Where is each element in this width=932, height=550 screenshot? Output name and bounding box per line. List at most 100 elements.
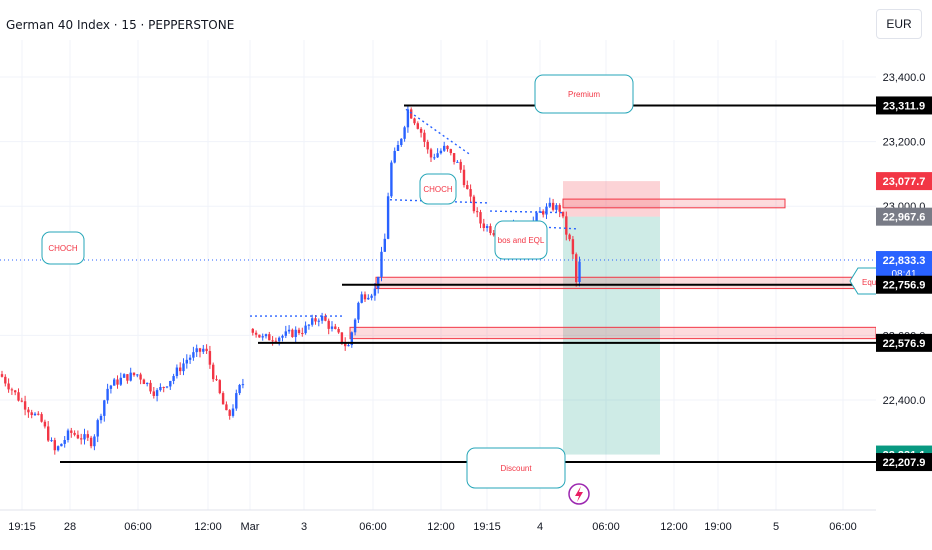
candle-body	[268, 334, 271, 341]
candle-body	[334, 326, 337, 329]
candle-body	[390, 162, 393, 197]
candle-body	[317, 320, 320, 322]
candle-body	[287, 329, 291, 332]
choch-mid-callout-group: CHOCH	[419, 173, 457, 205]
structure-line	[489, 210, 564, 214]
candle-body	[466, 185, 469, 190]
candle-body	[162, 386, 165, 388]
candle-body	[235, 393, 238, 409]
choch-mid-callout-text: CHOCH	[423, 185, 453, 194]
x-tick-label: 06:00	[592, 521, 620, 533]
candle-body	[146, 382, 149, 385]
candle-body	[225, 404, 228, 411]
candle-body	[380, 251, 383, 277]
candle-body	[314, 318, 317, 322]
candle-body	[169, 381, 172, 387]
discount-callout-text: Discount	[500, 464, 532, 473]
candle-body	[40, 414, 43, 422]
candle-body	[109, 385, 113, 389]
candle-body	[258, 334, 261, 338]
candle-body	[53, 440, 56, 451]
candle-body	[47, 426, 50, 441]
candle-body	[538, 211, 542, 213]
candle-body	[185, 359, 188, 364]
choch-left-callout-box	[41, 231, 85, 265]
candle-body	[212, 364, 215, 380]
price-tag-label: 22,207.9	[883, 457, 926, 469]
candle-body	[423, 132, 426, 142]
candle-body	[307, 324, 311, 326]
candle-body	[469, 189, 472, 197]
candle-body	[472, 196, 476, 212]
zone-top	[562, 198, 786, 209]
candle-body	[218, 380, 221, 394]
axes: 23,400.023,200.023,000.022,600.022,400.0…	[0, 40, 932, 533]
candle-body	[568, 234, 571, 240]
price-tag	[876, 453, 932, 472]
candle-body	[565, 216, 568, 235]
candle-body	[320, 315, 324, 321]
price-tag	[876, 207, 932, 226]
price-tag	[876, 333, 932, 352]
candle-body	[192, 352, 195, 358]
candle-body	[76, 434, 80, 439]
candle-body	[383, 238, 386, 252]
candle-body	[66, 430, 70, 440]
candle-body	[297, 329, 301, 334]
candle-body	[60, 443, 63, 447]
candle-body	[274, 340, 278, 342]
candle-body	[33, 413, 37, 416]
x-tick-label: 4	[537, 521, 543, 533]
candle-body	[485, 226, 489, 229]
candle-body	[172, 376, 175, 382]
candle-body	[261, 336, 264, 338]
candle-body	[327, 320, 330, 329]
candle-body	[83, 434, 86, 440]
candle-body	[165, 386, 169, 388]
candle-body	[476, 211, 479, 213]
price-tag	[876, 96, 932, 115]
candle-body	[456, 161, 459, 163]
discount-callout-group: Discount	[466, 447, 566, 489]
candle-body	[367, 297, 370, 300]
zone-lower	[349, 326, 877, 340]
currency-button[interactable]: EUR	[876, 9, 922, 39]
candle-body	[142, 379, 146, 385]
candle-body	[535, 212, 538, 221]
position-target-zone	[563, 216, 660, 455]
candle-body	[106, 388, 109, 401]
bos-eql-callout-text: bos and EQL	[498, 236, 545, 245]
candle-body	[439, 150, 443, 154]
candle-body	[558, 205, 561, 212]
candle-body	[555, 205, 558, 210]
candle-body	[284, 331, 287, 336]
y-tick-label: 23,400.0	[883, 72, 926, 84]
candle-body	[149, 382, 152, 392]
candle-body	[221, 393, 225, 405]
candle-body	[136, 374, 139, 376]
candle-body	[571, 239, 575, 255]
candle-body	[152, 391, 155, 396]
candle-body	[122, 374, 126, 378]
candle-body	[228, 410, 231, 416]
candle-body	[324, 315, 327, 321]
x-tick-label: 19:00	[704, 521, 732, 533]
candle-body	[27, 409, 30, 413]
candle-body	[462, 169, 466, 186]
candle-body	[551, 202, 555, 210]
candle-body	[43, 421, 47, 427]
candle-body	[96, 420, 99, 437]
candle-body	[113, 379, 116, 386]
candle-body	[545, 206, 548, 215]
candle-body	[23, 401, 27, 410]
candle-body	[129, 372, 132, 381]
candle-body	[561, 211, 565, 217]
bos-eql-callout-group: bos and EQL	[494, 220, 548, 260]
candle-body	[139, 374, 142, 380]
candle-body	[386, 196, 390, 239]
price-tag-label: 23,077.7	[883, 176, 926, 188]
candle-body	[311, 318, 314, 325]
annotations: Premium Discount CHOCH CHOCH bos and EQL Equi…	[41, 74, 881, 505]
candle-body	[182, 363, 185, 372]
